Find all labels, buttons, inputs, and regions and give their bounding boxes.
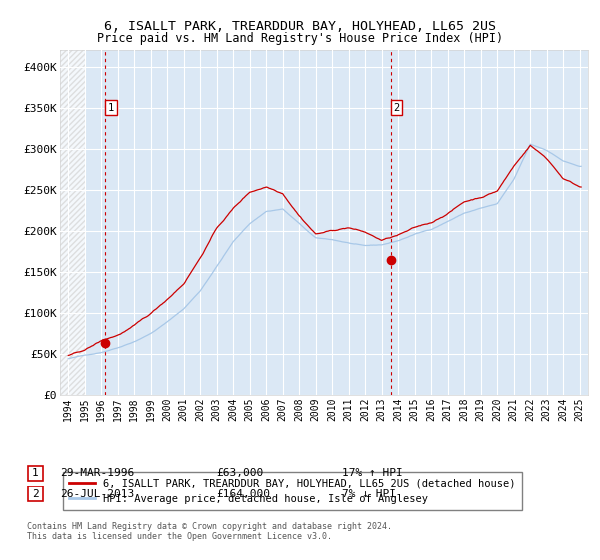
Text: 7% ↓ HPI: 7% ↓ HPI bbox=[342, 489, 396, 499]
Text: £164,000: £164,000 bbox=[216, 489, 270, 499]
Bar bbox=[60, 50, 85, 395]
Text: 6, ISALLT PARK, TREARDDUR BAY, HOLYHEAD, LL65 2US: 6, ISALLT PARK, TREARDDUR BAY, HOLYHEAD,… bbox=[104, 20, 496, 32]
Text: Price paid vs. HM Land Registry's House Price Index (HPI): Price paid vs. HM Land Registry's House … bbox=[97, 32, 503, 45]
Text: 2: 2 bbox=[32, 489, 39, 499]
Text: 2: 2 bbox=[394, 103, 400, 113]
FancyBboxPatch shape bbox=[28, 466, 43, 480]
Text: 29-MAR-1996: 29-MAR-1996 bbox=[60, 468, 134, 478]
Text: 1: 1 bbox=[32, 468, 39, 478]
Text: 1: 1 bbox=[107, 103, 114, 113]
Legend: 6, ISALLT PARK, TREARDDUR BAY, HOLYHEAD, LL65 2US (detached house), HPI: Average: 6, ISALLT PARK, TREARDDUR BAY, HOLYHEAD,… bbox=[62, 472, 522, 510]
Text: 17% ↑ HPI: 17% ↑ HPI bbox=[342, 468, 403, 478]
Text: 26-JUL-2013: 26-JUL-2013 bbox=[60, 489, 134, 499]
Text: Contains HM Land Registry data © Crown copyright and database right 2024.
This d: Contains HM Land Registry data © Crown c… bbox=[27, 522, 392, 542]
Text: £63,000: £63,000 bbox=[216, 468, 263, 478]
FancyBboxPatch shape bbox=[28, 486, 43, 502]
